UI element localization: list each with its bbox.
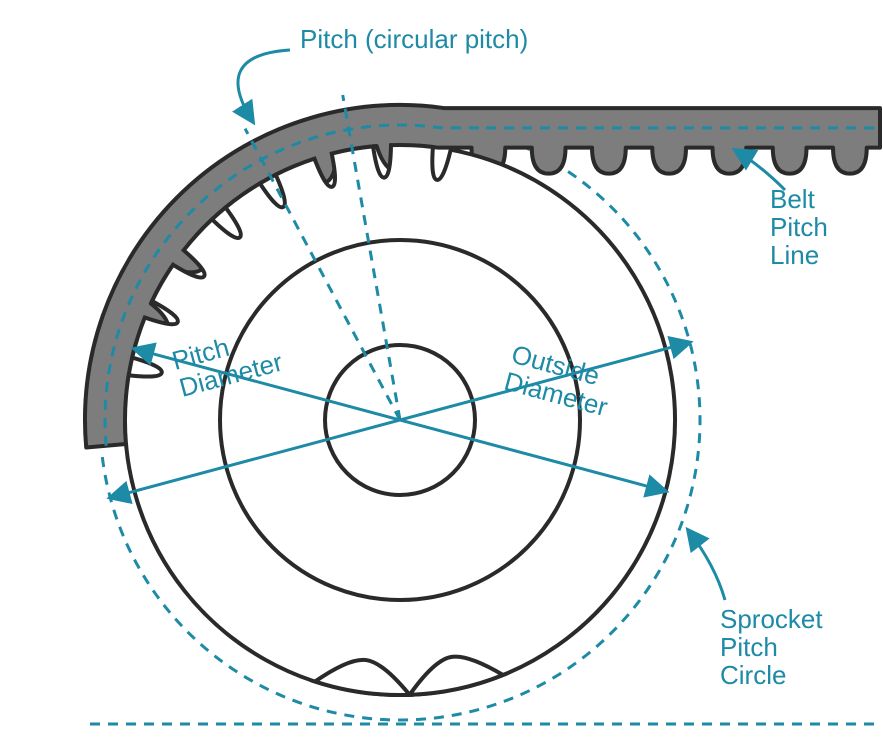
label-pitch-circular: Pitch (circular pitch) — [300, 24, 528, 54]
sprocket-pitch-diagram: Pitch (circular pitch) Belt Pitch Line P… — [0, 0, 883, 756]
label-sprocket-pitch-circle: Sprocket Pitch Circle — [720, 604, 830, 690]
label-belt-pitch-line: Belt Pitch Line — [770, 184, 835, 270]
